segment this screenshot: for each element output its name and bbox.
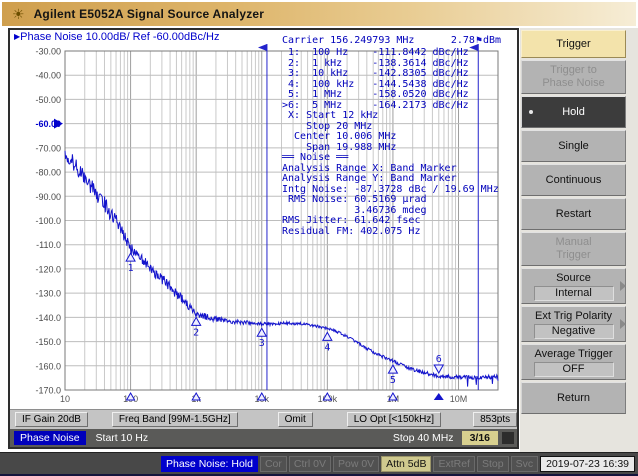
svg-text:-60.00: -60.00 <box>35 119 61 129</box>
sidebar-buttons: Trigger Trigger to Phase Noise Hold Single C… <box>521 30 626 416</box>
svg-text:-140.0: -140.0 <box>35 313 61 323</box>
svg-text:-150.0: -150.0 <box>35 337 61 347</box>
softkey-sidebar: Trigger Trigger to Phase Noise Hold Single C… <box>520 28 638 452</box>
trace-scale-text: Phase Noise 10.00dB/ Ref -60.00dBc/Hz <box>20 31 220 43</box>
toolbar-item-if-gain-20db[interactable]: IF Gain 20dB <box>15 412 88 427</box>
svg-text:-130.0: -130.0 <box>35 289 61 299</box>
svg-text:5: 5 <box>390 375 396 386</box>
softkey-label: Return <box>556 391 591 404</box>
svg-text:-70.00: -70.00 <box>35 143 61 153</box>
softkey-label: Continuous <box>545 173 602 186</box>
statusbar-extref: ExtRef <box>433 456 475 472</box>
svg-text:-100.0: -100.0 <box>35 216 61 226</box>
svg-text:-40.00: -40.00 <box>35 71 61 81</box>
trace-scale-header: ▶Phase Noise 10.00dB/ Ref -60.00dBc/Hz <box>14 31 220 43</box>
phase-noise-plot: -30.00 -40.00 -50.00 -60.00 -70.00 -80.00 -90.… <box>10 35 516 410</box>
start-frequency: Start 10 Hz <box>95 432 149 444</box>
svg-text:4: 4 <box>324 342 330 353</box>
app-sun-icon: ☀ <box>12 5 25 22</box>
softkey-label: Trigger to Phase Noise <box>542 64 605 89</box>
svg-text:-170.0: -170.0 <box>35 386 61 396</box>
softkey-restart[interactable]: Restart <box>521 198 626 230</box>
submenu-arrow-icon <box>620 281 626 291</box>
window-title: Agilent E5052A Signal Source Analyzer <box>33 7 265 21</box>
softkey-label: Source <box>556 271 591 284</box>
softkey-ext-trig-polarity[interactable]: Ext Trig Polarity Negative <box>521 306 626 342</box>
svg-text:-120.0: -120.0 <box>35 264 61 274</box>
svg-text:3: 3 <box>259 338 265 349</box>
softkey-value: OFF <box>533 361 614 377</box>
toolbar-item-omit[interactable]: Omit <box>277 412 313 427</box>
phase-noise-chart[interactable]: -30.00 -40.00 -50.00 -60.00 -70.00 -80.00 -90.… <box>10 44 516 410</box>
svg-text:-50.00: -50.00 <box>35 95 61 105</box>
softkey-average-trigger[interactable]: Average Trigger OFF <box>521 344 626 380</box>
softkey-trigger[interactable]: Trigger <box>521 30 626 58</box>
instrument-screen: ▶Phase Noise 10.00dB/ Ref -60.00dBc/Hz -… <box>8 28 519 449</box>
softkey-manual-trigger: Manual Trigger <box>521 232 626 266</box>
selected-bullet-icon <box>529 110 533 114</box>
carrier-frequency: Carrier 156.249793 MHz <box>282 35 415 46</box>
mode-badge: Phase Noise <box>14 431 86 445</box>
toolbar-item-freq-band-99m-1-5ghz-[interactable]: Freq Band [99M-1.5GHz] <box>111 412 238 427</box>
svg-text:-90.00: -90.00 <box>35 192 61 202</box>
softkey-value: Negative <box>533 323 614 339</box>
svg-text:10: 10 <box>60 394 70 404</box>
statusbar-ctrl-0v: Ctrl 0V <box>288 456 331 472</box>
softkey-value: Internal <box>533 285 614 301</box>
measurement-toolbar: IF Gain 20dB Freq Band [99M-1.5GHz] Omit LO… <box>10 409 518 429</box>
svg-text:10M: 10M <box>450 394 468 404</box>
svg-text:-80.00: -80.00 <box>35 168 61 178</box>
softkey-trigger-to-phase-noise: Trigger to Phase Noise <box>521 60 626 94</box>
svg-text:6: 6 <box>436 354 442 365</box>
svg-text:-30.00: -30.00 <box>35 47 61 57</box>
band-stop-flag-icon: ⚑ <box>475 35 482 46</box>
trace-select-arrow-icon: ▶ <box>14 32 21 41</box>
softkey-single[interactable]: Single <box>521 130 626 162</box>
softkey-label: Restart <box>555 207 592 220</box>
carrier-power-unit: dBm <box>482 35 501 46</box>
toolbar-item-lo-opt-150khz-[interactable]: LO Opt [<150kHz] <box>346 412 442 427</box>
statusbar-cor: Cor <box>259 456 287 472</box>
softkey-source[interactable]: Source Internal <box>521 268 626 304</box>
marker-noise-readout: 1: 100 Hz -111.8442 dBc/Hz 2: 1 kHz -138… <box>282 47 499 237</box>
statusbar-phase-noise-hold: Phase Noise: Hold <box>161 456 258 472</box>
softkey-label: Ext Trig Polarity <box>534 309 613 322</box>
softkey-label: Single <box>558 139 589 152</box>
title-bar: ☀ Agilent E5052A Signal Source Analyzer <box>2 2 636 26</box>
statusbar-attn-5db: Attn 5dB <box>381 456 432 472</box>
softkey-hold[interactable]: Hold <box>521 96 626 128</box>
softkey-continuous[interactable]: Continuous <box>521 164 626 196</box>
softkey-label: Average Trigger <box>534 347 613 360</box>
corner-indicator <box>502 432 514 444</box>
softkey-label: Manual Trigger <box>555 236 592 261</box>
stop-frequency: Stop 40 MHz <box>392 432 454 444</box>
window-bottom-edge <box>0 474 638 476</box>
submenu-arrow-icon <box>620 319 626 329</box>
svg-text:-110.0: -110.0 <box>36 240 61 250</box>
instrument-status-bar: Phase Noise: Hold Cor Ctrl 0V Pow 0V Attn 5d… <box>0 452 638 475</box>
sweep-status-row: Phase Noise Start 10 Hz Stop 40 MHz 3/16 <box>10 429 517 447</box>
carrier-power-value: 2.78 <box>450 35 475 46</box>
svg-text:1: 1 <box>128 263 134 274</box>
softkey-label: Trigger <box>556 37 591 50</box>
statusbar-stop: Stop <box>476 456 509 472</box>
statusbar-pow-0v: Pow 0V <box>332 456 380 472</box>
statusbar-svc: Svc <box>510 456 539 472</box>
softkey-return[interactable]: Return <box>521 382 626 414</box>
carrier-readout: Carrier 156.249793 MHz 2.78⚑dBm <box>282 35 501 46</box>
page-indicator: 3/16 <box>461 431 498 445</box>
svg-text:-160.0: -160.0 <box>35 361 61 371</box>
toolbar-item-853pts[interactable]: 853pts <box>473 412 518 427</box>
softkey-label: Hold <box>562 105 585 118</box>
carrier-power: 2.78⚑dBm <box>451 35 501 46</box>
statusbar-2019-07-23-16-39: 2019-07-23 16:39 <box>540 456 635 472</box>
svg-text:2: 2 <box>193 327 199 338</box>
